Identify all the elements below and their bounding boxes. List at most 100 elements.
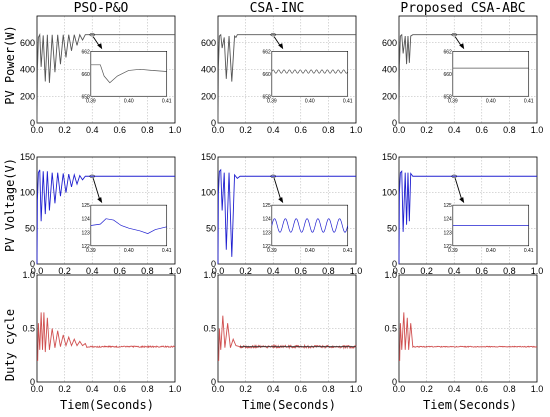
arrow-shaft xyxy=(92,178,101,202)
panel-r2-c3: 0.0 0.2 0.4 0.6 0.8 1.0 0 50 100 150 122 123 124 125 0… xyxy=(382,152,543,276)
y-tick-label: 1.0 xyxy=(203,270,216,280)
inset-y-tick: 658 xyxy=(443,94,452,100)
x-tick-label: 0.0 xyxy=(393,266,406,276)
x-tick-label: 0.2 xyxy=(58,125,71,135)
zoom-inset: 122 123 124 125 0.39 0.40 0.41 xyxy=(262,174,353,254)
y-tick-label: 0.5 xyxy=(384,324,397,334)
inset-y-tick: 123 xyxy=(262,230,271,236)
x-tick-label: 0.0 xyxy=(393,125,406,135)
inset-series-line xyxy=(271,218,349,233)
y-tick-label: 0 xyxy=(30,377,35,387)
x-tick-label: 0.6 xyxy=(476,266,489,276)
inset-x-tick: 0.40 xyxy=(124,248,134,254)
x-tick-label: 0.0 xyxy=(212,125,225,135)
x-tick-label: 0.6 xyxy=(114,384,127,394)
panel-r1-c1: 0.0 0.2 0.4 0.6 0.8 1.0 0 200 400 600 658 660 662 0.3… xyxy=(20,15,181,135)
inset-y-tick: 124 xyxy=(262,217,271,223)
arrow-head xyxy=(97,197,103,204)
x-tick-label: 0.4 xyxy=(448,384,461,394)
x-tick-label: 1.0 xyxy=(531,266,544,276)
y-tick-label: 400 xyxy=(20,65,35,75)
y-tick-label: 50 xyxy=(25,223,35,233)
inset-y-tick: 662 xyxy=(443,49,452,55)
y-tick-label: 150 xyxy=(382,152,397,162)
plot-frame xyxy=(398,274,538,383)
panel-r2-c1: 0.0 0.2 0.4 0.6 0.8 1.0 0 50 100 150 122 123 124 125 0… xyxy=(20,152,181,276)
inset-x-tick: 0.39 xyxy=(267,98,277,104)
inset-frame xyxy=(90,51,168,97)
x-tick-label: 1.0 xyxy=(169,384,182,394)
inset-x-tick: 0.39 xyxy=(448,98,458,104)
zoom-marker xyxy=(89,33,95,37)
x-tick-label: 0.2 xyxy=(420,125,433,135)
x-tick-label: 1.0 xyxy=(350,266,363,276)
inset-y-tick: 122 xyxy=(262,244,271,250)
inset-series-line xyxy=(90,64,167,84)
inset-x-tick: 0.41 xyxy=(524,248,534,254)
y-tick-label: 600 xyxy=(20,38,35,48)
inset-x-tick: 0.39 xyxy=(267,248,277,254)
series-line xyxy=(217,168,356,265)
x-tick-label: 0.0 xyxy=(31,125,44,135)
zoom-marker xyxy=(451,174,457,178)
panel-r1-c2: 0.0 0.2 0.4 0.6 0.8 1.0 0 200 400 600 658 660 662 0.3… xyxy=(201,15,363,135)
inset-x-tick: 0.41 xyxy=(162,248,172,254)
x-tick-label: 0.8 xyxy=(141,384,154,394)
inset-x-tick: 0.39 xyxy=(86,98,96,104)
panel-r3-c2: 0.0 0.2 0.4 0.6 0.8 1.0 0 0.5 1.0 xyxy=(203,270,362,394)
y-tick-label: 0.5 xyxy=(203,324,216,334)
x-tick-label: 0.4 xyxy=(448,125,461,135)
y-tick-label: 600 xyxy=(201,38,216,48)
column-title-csa-inc: CSA-INC xyxy=(250,1,305,16)
x-tick-label: 0.2 xyxy=(420,384,433,394)
inset-y-tick: 658 xyxy=(81,94,90,100)
y-tick-label: 50 xyxy=(387,223,397,233)
x-tick-label: 0.8 xyxy=(322,384,335,394)
inset-x-tick: 0.41 xyxy=(343,248,353,254)
x-tick-label: 0.6 xyxy=(295,384,308,394)
x-tick-label: 1.0 xyxy=(531,125,544,135)
inset-y-tick: 124 xyxy=(81,217,90,223)
y-tick-label: 150 xyxy=(201,152,216,162)
inset-series-line xyxy=(90,218,167,234)
inset-y-tick: 123 xyxy=(81,230,90,236)
y-tick-label: 400 xyxy=(201,65,216,75)
inset-x-tick: 0.40 xyxy=(124,98,134,104)
x-tick-label: 0.4 xyxy=(267,266,280,276)
inset-series-line xyxy=(271,69,349,74)
y-tick-label: 0 xyxy=(392,259,397,269)
inset-y-tick: 660 xyxy=(81,72,90,78)
x-tick-label: 0.8 xyxy=(503,125,516,135)
x-tick-label: 0.0 xyxy=(212,384,225,394)
inset-y-tick: 125 xyxy=(262,203,271,209)
x-tick-label: 0.8 xyxy=(322,266,335,276)
x-tick-label: 0.4 xyxy=(448,266,461,276)
series-line xyxy=(36,33,175,124)
inset-y-tick: 662 xyxy=(81,49,90,55)
panel-grid: 0.0 0.2 0.4 0.6 0.8 1.002004006006586606620.3… xyxy=(20,15,544,394)
arrow-head xyxy=(459,43,465,50)
inset-y-tick: 660 xyxy=(262,72,271,78)
arrow-shaft xyxy=(454,178,463,202)
y-tick-label: 100 xyxy=(20,188,35,198)
x-tick-label: 0.2 xyxy=(420,266,433,276)
x-tick-label: 0.4 xyxy=(267,125,280,135)
zoom-marker xyxy=(270,33,276,37)
series-line xyxy=(398,33,537,124)
arrow-head xyxy=(278,43,284,50)
column-title-pso-po: PSO-P&O xyxy=(74,1,129,16)
x-tick-label: 0.6 xyxy=(114,125,127,135)
x-tick-label: 0.8 xyxy=(141,266,154,276)
series-line xyxy=(37,312,176,362)
zoom-inset: 122 123 124 125 0.39 0.40 0.41 xyxy=(81,174,172,254)
y-tick-label: 0.5 xyxy=(22,324,35,334)
series-line xyxy=(217,33,356,124)
y-label-duty-cycle: Duty cycle xyxy=(3,309,17,381)
x-tick-label: 0.0 xyxy=(212,266,225,276)
arrow-head xyxy=(459,197,465,204)
x-tick-label: 1.0 xyxy=(350,125,363,135)
arrow-head xyxy=(278,197,284,204)
y-tick-label: 0 xyxy=(211,259,216,269)
x-tick-label: 0.4 xyxy=(86,125,99,135)
